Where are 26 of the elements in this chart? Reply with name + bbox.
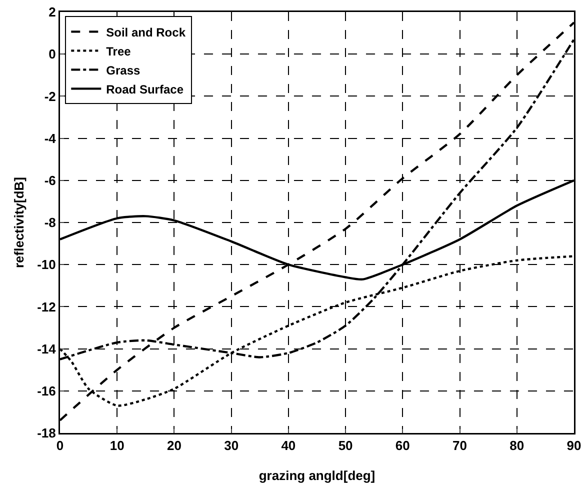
legend-label: Tree	[106, 44, 132, 58]
x-tick-label: 50	[338, 438, 353, 454]
y-tick-label: -8	[44, 215, 56, 230]
legend-label: Grass	[106, 63, 140, 78]
x-tick-label: 20	[166, 438, 182, 454]
y-tick-label: -14	[37, 341, 57, 356]
y-tick-label: -18	[37, 426, 56, 441]
y-tick-label: 2	[48, 4, 56, 20]
y-tick-label: -2	[44, 88, 56, 104]
x-tick-label: 90	[566, 438, 582, 454]
x-tick-label: 40	[281, 438, 296, 454]
y-tick-label: -4	[44, 130, 57, 146]
y-tick-label: -16	[37, 383, 56, 398]
x-tick-label: 70	[452, 438, 468, 454]
x-tick-label: 10	[110, 438, 124, 454]
x-tick-label: 60	[395, 438, 410, 454]
y-tick-label: 0	[48, 46, 56, 62]
legend-label: Road Surface	[106, 82, 184, 96]
legend-label: Soil and Rock	[106, 25, 186, 40]
y-tick-label: -6	[44, 172, 56, 188]
x-tick-label: 30	[224, 438, 239, 454]
x-axis-title: grazing angld[deg]	[258, 468, 376, 483]
y-tick-label: -10	[37, 257, 56, 272]
y-tick-label: -12	[37, 299, 56, 314]
y-axis-title: reflectivity[dB]	[12, 176, 26, 268]
x-tick-label: 80	[510, 438, 524, 454]
